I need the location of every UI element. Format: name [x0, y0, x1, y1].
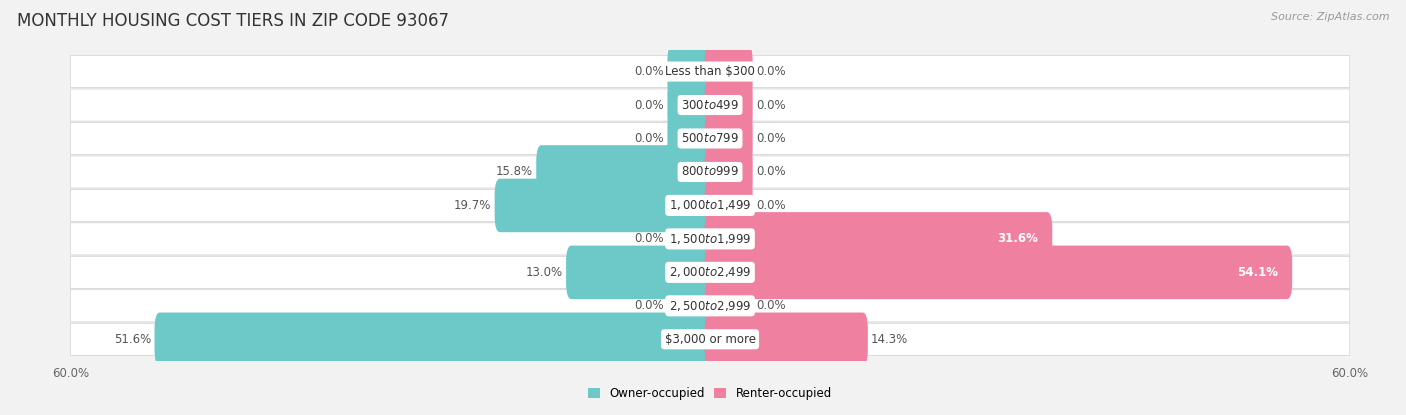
Text: $500 to $799: $500 to $799 — [681, 132, 740, 145]
FancyBboxPatch shape — [668, 212, 716, 266]
Text: $800 to $999: $800 to $999 — [681, 166, 740, 178]
Text: 0.0%: 0.0% — [756, 299, 786, 312]
FancyBboxPatch shape — [704, 279, 752, 332]
Text: 0.0%: 0.0% — [634, 299, 664, 312]
Text: 54.1%: 54.1% — [1237, 266, 1278, 279]
Text: MONTHLY HOUSING COST TIERS IN ZIP CODE 93067: MONTHLY HOUSING COST TIERS IN ZIP CODE 9… — [17, 12, 449, 30]
FancyBboxPatch shape — [668, 45, 716, 98]
FancyBboxPatch shape — [155, 312, 716, 366]
FancyBboxPatch shape — [70, 189, 1350, 222]
FancyBboxPatch shape — [704, 312, 868, 366]
FancyBboxPatch shape — [495, 178, 716, 232]
Legend: Owner-occupied, Renter-occupied: Owner-occupied, Renter-occupied — [583, 383, 837, 405]
Text: $2,000 to $2,499: $2,000 to $2,499 — [669, 265, 751, 279]
Text: 0.0%: 0.0% — [756, 132, 786, 145]
Text: 0.0%: 0.0% — [756, 199, 786, 212]
Text: $1,000 to $1,499: $1,000 to $1,499 — [669, 198, 751, 212]
Text: 0.0%: 0.0% — [756, 65, 786, 78]
FancyBboxPatch shape — [70, 223, 1350, 255]
Text: 15.8%: 15.8% — [496, 166, 533, 178]
FancyBboxPatch shape — [668, 78, 716, 132]
Text: Less than $300: Less than $300 — [665, 65, 755, 78]
Text: 0.0%: 0.0% — [634, 132, 664, 145]
FancyBboxPatch shape — [704, 45, 752, 98]
FancyBboxPatch shape — [70, 256, 1350, 288]
Text: 19.7%: 19.7% — [454, 199, 492, 212]
FancyBboxPatch shape — [536, 145, 716, 199]
FancyBboxPatch shape — [70, 56, 1350, 88]
Text: 0.0%: 0.0% — [634, 65, 664, 78]
Text: 14.3%: 14.3% — [872, 333, 908, 346]
FancyBboxPatch shape — [704, 178, 752, 232]
Text: 51.6%: 51.6% — [114, 333, 152, 346]
FancyBboxPatch shape — [704, 246, 1292, 299]
Text: Source: ZipAtlas.com: Source: ZipAtlas.com — [1271, 12, 1389, 22]
FancyBboxPatch shape — [668, 279, 716, 332]
Text: 31.6%: 31.6% — [997, 232, 1039, 245]
FancyBboxPatch shape — [70, 290, 1350, 322]
FancyBboxPatch shape — [704, 78, 752, 132]
Text: $2,500 to $2,999: $2,500 to $2,999 — [669, 299, 751, 313]
FancyBboxPatch shape — [704, 145, 752, 199]
FancyBboxPatch shape — [668, 112, 716, 165]
FancyBboxPatch shape — [70, 89, 1350, 121]
Text: $1,500 to $1,999: $1,500 to $1,999 — [669, 232, 751, 246]
Text: 0.0%: 0.0% — [756, 166, 786, 178]
Text: 13.0%: 13.0% — [526, 266, 562, 279]
Text: 0.0%: 0.0% — [634, 232, 664, 245]
Text: $300 to $499: $300 to $499 — [681, 98, 740, 112]
FancyBboxPatch shape — [567, 246, 716, 299]
FancyBboxPatch shape — [704, 112, 752, 165]
Text: 0.0%: 0.0% — [756, 98, 786, 112]
FancyBboxPatch shape — [70, 122, 1350, 154]
Text: 0.0%: 0.0% — [634, 98, 664, 112]
Text: $3,000 or more: $3,000 or more — [665, 333, 755, 346]
FancyBboxPatch shape — [70, 156, 1350, 188]
FancyBboxPatch shape — [70, 323, 1350, 355]
FancyBboxPatch shape — [704, 212, 1052, 266]
